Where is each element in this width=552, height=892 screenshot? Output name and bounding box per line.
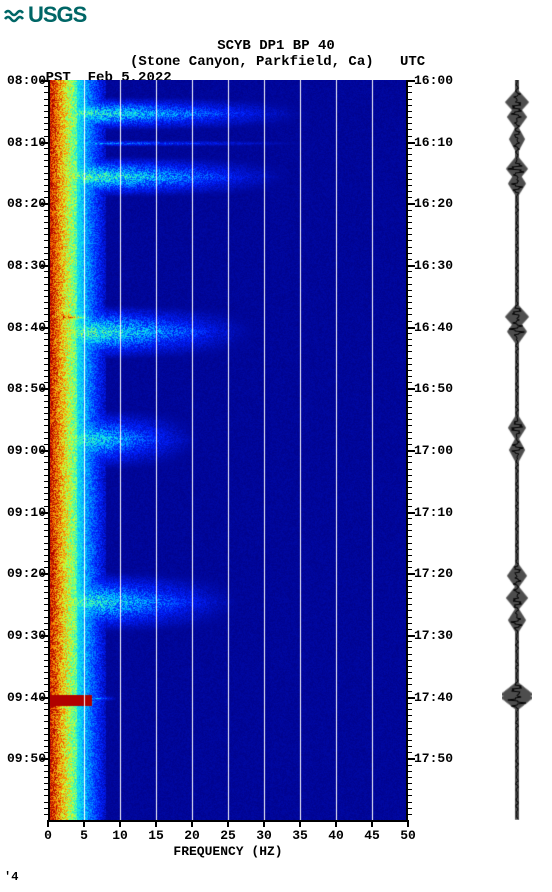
y-tick-right: 16:50 — [414, 381, 453, 396]
y-tick-left: 08:30 — [0, 258, 46, 273]
y-tick-right: 16:10 — [414, 135, 453, 150]
x-tick: 5 — [80, 828, 88, 843]
x-tick: 20 — [184, 828, 200, 843]
y-tick-left: 09:30 — [0, 628, 46, 643]
y-tick-left: 08:00 — [0, 73, 46, 88]
y-tick-left: 09:10 — [0, 505, 46, 520]
x-tick: 25 — [220, 828, 236, 843]
x-tick: 45 — [364, 828, 380, 843]
x-tick: 30 — [256, 828, 272, 843]
y-tick-left: 09:20 — [0, 566, 46, 581]
usgs-logo: USGS — [4, 2, 86, 28]
spectrogram-plot — [48, 80, 408, 820]
y-tick-right: 17:00 — [414, 443, 453, 458]
right-timezone-label: UTC — [400, 54, 425, 70]
y-axis-left-line — [48, 80, 50, 820]
y-tick-left: 09:00 — [0, 443, 46, 458]
x-tick: 40 — [328, 828, 344, 843]
y-tick-left: 09:50 — [0, 751, 46, 766]
y-tick-right: 16:00 — [414, 73, 453, 88]
y-tick-left: 08:50 — [0, 381, 46, 396]
y-tick-right: 17:50 — [414, 751, 453, 766]
x-tick: 10 — [112, 828, 128, 843]
y-tick-left: 08:10 — [0, 135, 46, 150]
y-tick-right: 17:40 — [414, 690, 453, 705]
x-tick: 35 — [292, 828, 308, 843]
y-tick-left: 08:20 — [0, 196, 46, 211]
wave-icon — [4, 4, 26, 26]
y-tick-right: 17:20 — [414, 566, 453, 581]
spectrogram-canvas — [48, 80, 408, 820]
y-tick-left: 08:40 — [0, 320, 46, 335]
y-tick-right: 16:30 — [414, 258, 453, 273]
waveform-trace — [502, 80, 532, 820]
footer-mark: '4 — [4, 870, 18, 884]
x-axis-label: FREQUENCY (HZ) — [48, 844, 408, 859]
logo-text: USGS — [28, 2, 86, 28]
y-tick-right: 16:20 — [414, 196, 453, 211]
y-tick-right: 16:40 — [414, 320, 453, 335]
x-tick: 15 — [148, 828, 164, 843]
y-tick-right: 17:10 — [414, 505, 453, 520]
x-tick: 0 — [44, 828, 52, 843]
chart-title: SCYB DP1 BP 40 — [0, 38, 552, 54]
location-label: (Stone Canyon, Parkfield, Ca) — [130, 54, 374, 70]
y-tick-left: 09:40 — [0, 690, 46, 705]
y-tick-right: 17:30 — [414, 628, 453, 643]
x-tick: 50 — [400, 828, 416, 843]
